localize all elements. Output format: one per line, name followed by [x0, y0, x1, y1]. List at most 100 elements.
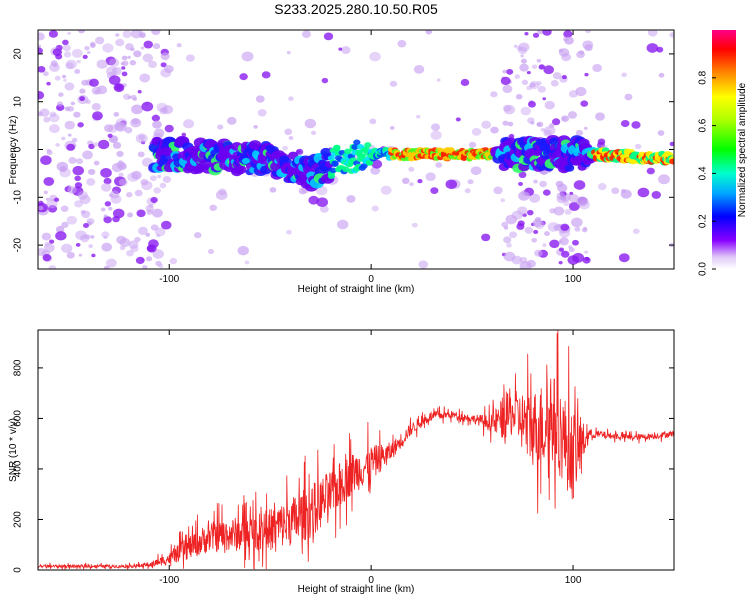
- heatmap-cell: [288, 135, 294, 140]
- heatmap-cell: [567, 255, 580, 265]
- heatmap-cell: [316, 197, 329, 208]
- heatmap-cell: [572, 239, 579, 246]
- heatmap-cell: [563, 200, 570, 206]
- heatmap-cell: [64, 120, 75, 130]
- heatmap-cell: [574, 226, 581, 232]
- colorbar-tick-label: 0.2: [698, 214, 709, 228]
- heatmap-cell: [116, 161, 126, 169]
- heatmap-cell: [536, 81, 542, 86]
- heatmap-cell: [148, 60, 157, 69]
- heatmap-cell: [370, 166, 381, 175]
- snr-ytick-label: 200: [13, 511, 24, 528]
- heatmap-cell: [185, 54, 195, 62]
- heatmap-cell: [128, 240, 139, 249]
- heatmap-cell: [580, 100, 589, 107]
- heatmap-cell: [112, 141, 122, 149]
- heatmap-cell: [502, 120, 509, 126]
- heatmap-cell: [584, 250, 589, 254]
- heatmap-cell: [527, 117, 535, 124]
- heatmap-cell: [38, 32, 45, 41]
- heatmap-cell: [152, 208, 163, 218]
- heatmap-cell: [114, 121, 126, 131]
- heatmap-cell: [78, 253, 83, 257]
- heatmap-cell: [79, 88, 86, 94]
- heatmap-cell: [508, 231, 518, 239]
- snr-xlabel: Height of straight line (km): [298, 584, 415, 595]
- heatmap-cell: [151, 30, 161, 36]
- heatmap-cell: [657, 130, 665, 136]
- heatmap-cell: [481, 120, 492, 129]
- heatmap-xlabel: Height of straight line (km): [298, 284, 415, 295]
- snr-series-line: [38, 330, 674, 570]
- heatmap-cell: [76, 59, 81, 64]
- heatmap-cell: [93, 160, 100, 166]
- heatmap-cell: [55, 231, 67, 241]
- heatmap-cell: [68, 157, 77, 164]
- heatmap-cell: [108, 75, 121, 86]
- heatmap-cell: [561, 250, 570, 258]
- heatmap-cell: [518, 181, 523, 187]
- heatmap-cell: [82, 54, 88, 60]
- heatmap-cell: [550, 79, 559, 87]
- heatmap-cell: [401, 177, 410, 185]
- heatmap-cell: [154, 227, 166, 237]
- heatmap-cell: [286, 229, 292, 235]
- heatmap-cell: [119, 245, 126, 251]
- heatmap-cell: [455, 117, 461, 122]
- heatmap-cell: [100, 183, 112, 192]
- heatmap-cell: [149, 175, 157, 182]
- heatmap-cell: [568, 201, 580, 211]
- heatmap-cell: [321, 77, 329, 84]
- heatmap-cell: [46, 198, 58, 209]
- heatmap-cell: [323, 32, 334, 41]
- heatmap-cell: [255, 95, 265, 103]
- heatmap-cell: [75, 242, 81, 247]
- heatmap-cell: [88, 244, 93, 249]
- heatmap-cell: [86, 50, 91, 55]
- heatmap-cell: [150, 196, 158, 204]
- heatmap-cell: [43, 176, 55, 186]
- heatmap-cell: [127, 55, 131, 59]
- heatmap-cell: [542, 30, 552, 36]
- heatmap-cell: [56, 101, 64, 107]
- heatmap-cell: [518, 46, 528, 55]
- colorbar: 0.0 0.2 0.4 0.6 0.8 Normalized spectral ampl…: [698, 30, 748, 276]
- heatmap-cell: [161, 220, 172, 230]
- heatmap-cell: [96, 85, 108, 95]
- snr-panel: -100 0 100 0 200 400 600 800 Height of straight…: [8, 329, 675, 595]
- heatmap-cell: [126, 191, 133, 198]
- heatmap-cell: [138, 226, 148, 235]
- heatmap-cell: [164, 124, 174, 133]
- heatmap-cell: [416, 114, 421, 119]
- heatmap-cell: [413, 65, 425, 74]
- heatmap-cell: [624, 93, 633, 101]
- snr-ytick-label: 600: [13, 410, 24, 427]
- heatmap-cell: [181, 132, 187, 137]
- heatmap-cell: [103, 236, 108, 240]
- heatmap-cell: [597, 182, 607, 191]
- heatmap-cell: [284, 128, 293, 136]
- heatmap-cell: [621, 72, 627, 78]
- heatmap-cell: [521, 79, 529, 86]
- heatmap-cell: [524, 226, 533, 234]
- heatmap-cell: [371, 205, 379, 212]
- heatmap-cell: [513, 44, 518, 48]
- heatmap-cell: [503, 251, 516, 262]
- heatmap-cell: [92, 111, 103, 121]
- heatmap-cell: [561, 75, 567, 80]
- heatmap-cell: [621, 188, 626, 193]
- heatmap-cell: [553, 206, 565, 216]
- heatmap-cell: [122, 30, 132, 39]
- heatmap-cell: [137, 90, 142, 94]
- heatmap-cell: [137, 151, 145, 158]
- heatmap-cell: [515, 93, 523, 100]
- heatmap-cell: [49, 111, 57, 118]
- heatmap-cell: [89, 78, 99, 87]
- heatmap-cell: [152, 120, 162, 129]
- heatmap-cell: [490, 126, 499, 134]
- heatmap-cell: [48, 30, 58, 38]
- heatmap-cell: [169, 257, 178, 265]
- heatmap-cell: [156, 102, 168, 112]
- heatmap-cell: [558, 247, 564, 252]
- heatmap-cell: [90, 235, 95, 239]
